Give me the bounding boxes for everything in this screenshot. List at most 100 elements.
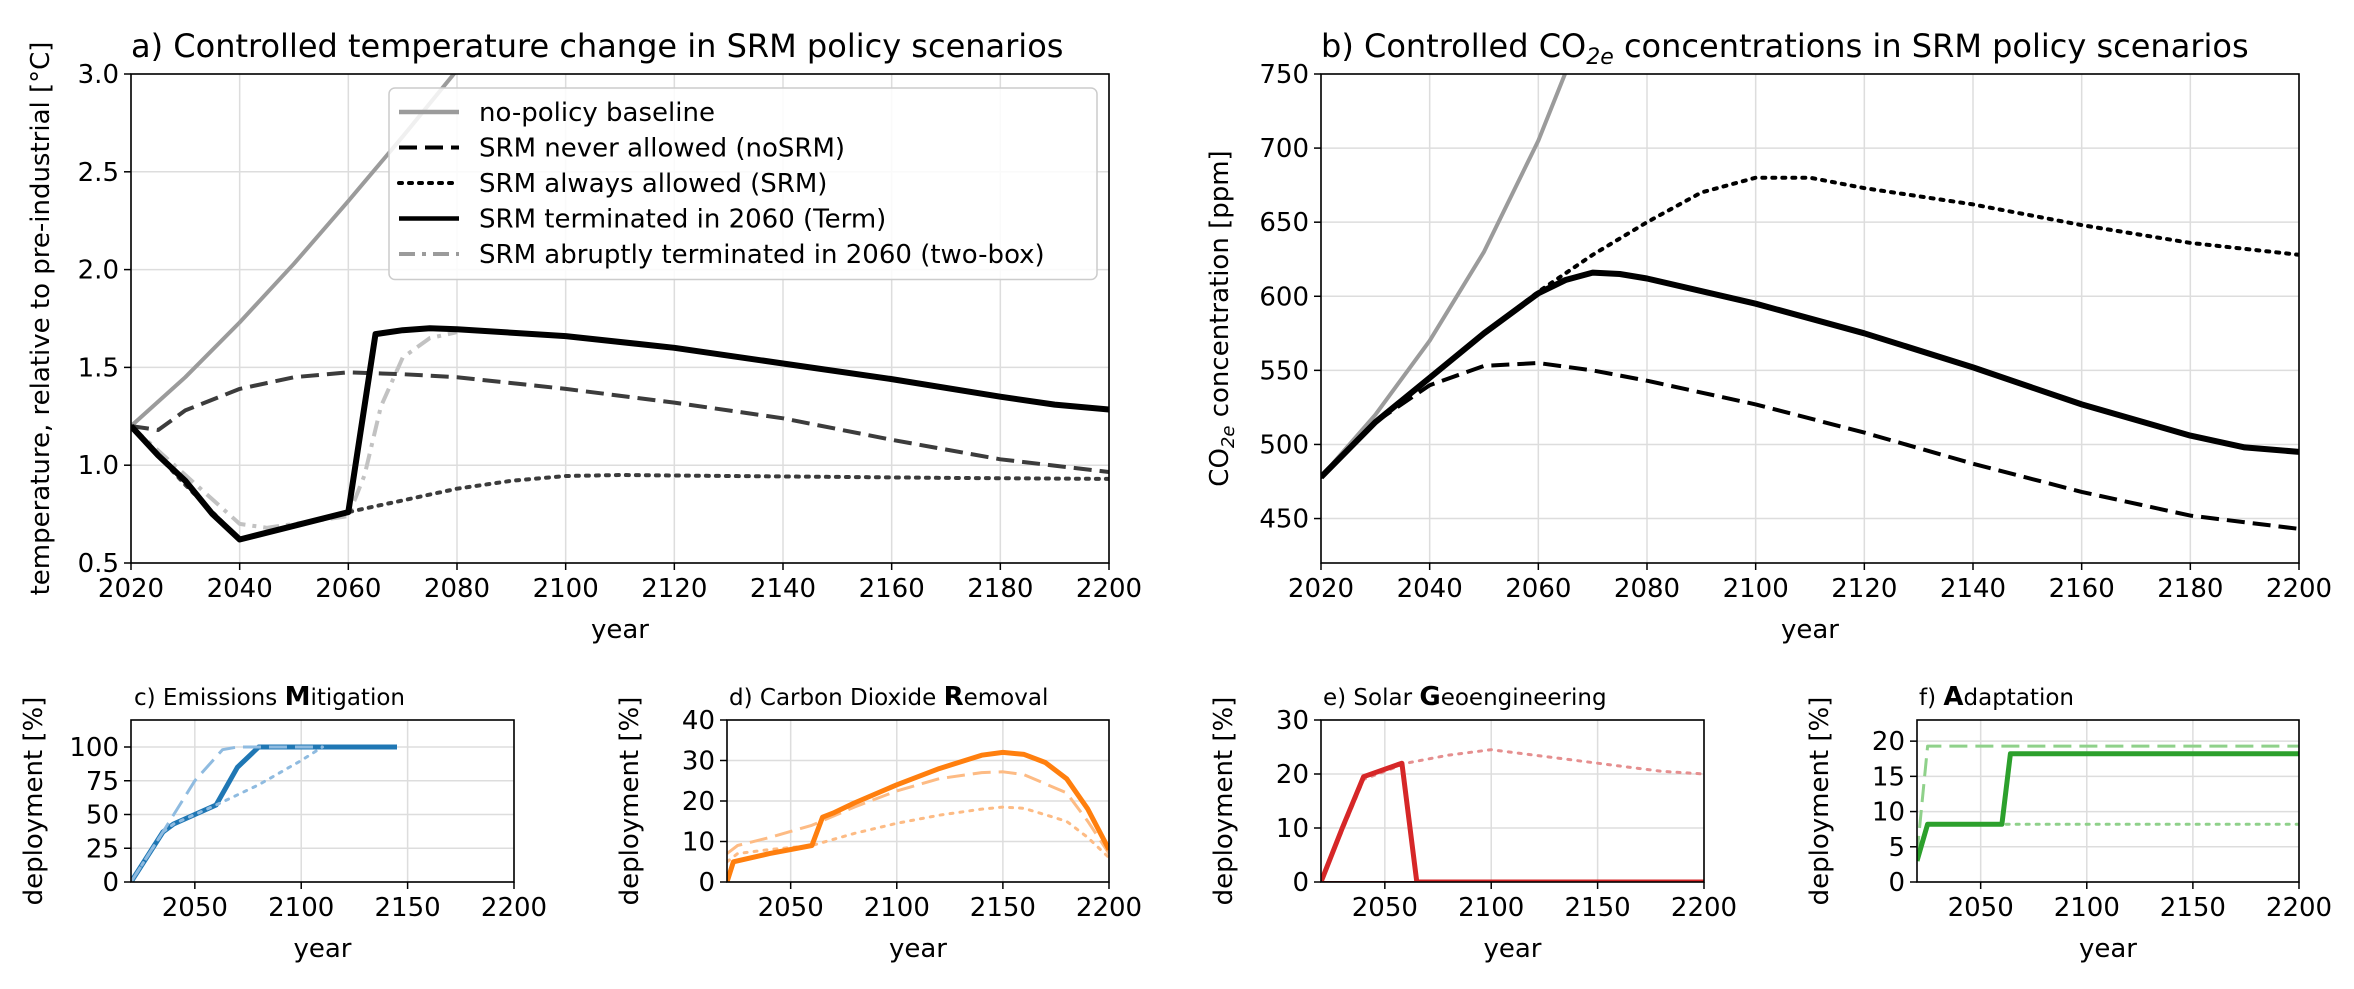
y-tick-label: 0 [698, 868, 715, 898]
y-axis-label: CO2e concentration [ppm] [1205, 150, 1239, 486]
x-tick-label: 2150 [375, 893, 441, 923]
x-tick-label: 2200 [1671, 893, 1737, 923]
x-axis-label: year [591, 615, 649, 645]
x-axis-label: year [1483, 934, 1541, 964]
x-tick-label: 2180 [2157, 574, 2223, 604]
x-tick-label: 2100 [1723, 574, 1789, 604]
x-tick-label: 2050 [162, 893, 228, 923]
y-tick-label: 650 [1259, 208, 1309, 238]
legend: no-policy baseline SRM never allowed (noS… [388, 87, 1098, 281]
x-tick-label: 2200 [481, 893, 547, 923]
y-tick-label: 750 [1259, 60, 1309, 90]
panel-title: b) Controlled CO2e concentrations in SRM… [1321, 27, 2249, 70]
x-tick-label: 2200 [2266, 893, 2332, 923]
y-tick-label: 50 [86, 801, 119, 831]
y-tick-label: 10 [682, 828, 715, 858]
series-line-d-2 [727, 749, 1109, 882]
panel-title: c) Emissions Mitigation [134, 682, 405, 712]
series-line-d-1 [727, 805, 1109, 864]
x-tick-label: 2120 [641, 574, 707, 604]
y-tick-label: 2.0 [78, 256, 119, 286]
y-tick-label: 20 [682, 787, 715, 817]
x-axis-label: year [293, 934, 351, 964]
panel-title: e) Solar Geoengineering [1323, 682, 1607, 712]
series-line-c-1 [131, 745, 323, 882]
y-tick-label: 450 [1259, 505, 1309, 535]
series-line-a-3 [131, 424, 1109, 542]
legend-label: SRM always allowed (SRM) [479, 169, 827, 199]
y-axis-label: deployment [%] [1209, 697, 1239, 906]
series-line-a-1 [131, 330, 458, 530]
panel-e: 2050 2100 2150 2200 0 10 20 30 year deployment [%… [1209, 682, 1737, 964]
x-tick-label: 2040 [207, 574, 273, 604]
y-tick-label: 20 [1872, 727, 1905, 757]
y-tick-label: 30 [682, 747, 715, 777]
y-tick-label: 0 [102, 868, 119, 898]
x-tick-label: 2100 [864, 893, 930, 923]
x-tick-label: 2120 [1831, 574, 1897, 604]
y-tick-label: 30 [1276, 706, 1309, 736]
panel-title: d) Carbon Dioxide Removal [729, 682, 1048, 712]
y-tick-label: 40 [682, 706, 715, 736]
y-tick-label: 0 [1292, 868, 1309, 898]
y-tick-label: 2.5 [78, 158, 119, 188]
y-tick-label: 5 [1888, 833, 1905, 863]
series-line-b-0 [1321, 74, 1568, 479]
x-tick-label: 2050 [758, 893, 824, 923]
series-line-a-4 [131, 325, 1109, 543]
y-axis-label: deployment [%] [615, 697, 645, 906]
x-tick-label: 2080 [1614, 574, 1680, 604]
x-axis-label: year [2079, 934, 2137, 964]
series-line-b-1 [1321, 361, 2299, 531]
y-axis-label: temperature, relative to pre-industrial … [26, 42, 56, 596]
y-axis-label: deployment [%] [19, 697, 49, 906]
x-tick-label: 2050 [1352, 893, 1418, 923]
panel-title: f) Adaptation [1919, 682, 2074, 712]
y-tick-label: 20 [1276, 760, 1309, 790]
y-tick-label: 10 [1276, 814, 1309, 844]
y-tick-label: 75 [86, 767, 119, 797]
axes-frame [1320, 73, 2300, 564]
x-tick-label: 2020 [1288, 574, 1354, 604]
x-axis-label: year [889, 934, 947, 964]
panel-f: 2050 2100 2150 2200 0 5 10 15 20 year deployment [… [1805, 682, 2332, 964]
x-tick-label: 2200 [1076, 893, 1142, 923]
x-tick-label: 2180 [967, 574, 1033, 604]
y-tick-label: 550 [1259, 356, 1309, 386]
x-tick-label: 2140 [1940, 574, 2006, 604]
series-line-f-0 [1917, 744, 2299, 854]
y-tick-label: 700 [1259, 134, 1309, 164]
y-tick-label: 0 [1888, 868, 1905, 898]
x-tick-label: 2080 [424, 574, 490, 604]
legend-label: SRM terminated in 2060 (Term) [479, 205, 886, 235]
x-tick-label: 2140 [750, 574, 816, 604]
axes-frame [130, 719, 515, 883]
y-tick-label: 25 [86, 834, 119, 864]
y-tick-label: 0.5 [78, 549, 119, 579]
series-line-b-3 [1321, 269, 2299, 480]
axes-frame [1320, 719, 1705, 883]
series-line-a-2 [131, 370, 1109, 474]
y-tick-label: 3.0 [78, 60, 119, 90]
series-line-c-2 [131, 745, 324, 882]
x-tick-label: 2150 [1565, 893, 1631, 923]
y-tick-label: 100 [69, 733, 119, 763]
y-tick-label: 1.0 [78, 451, 119, 481]
panel-a: 2020 2040 2060 2080 2100 2120 2140 2160 2180 2200… [26, 27, 1142, 645]
x-tick-label: 2150 [970, 893, 1036, 923]
x-axis-label: year [1781, 615, 1839, 645]
x-tick-label: 2040 [1397, 574, 1463, 604]
x-tick-label: 2100 [533, 574, 599, 604]
x-tick-label: 2050 [1948, 893, 2014, 923]
x-tick-label: 2160 [2049, 574, 2115, 604]
series-line-f-1 [1917, 822, 2299, 856]
x-tick-label: 2060 [1505, 574, 1571, 604]
x-tick-label: 2100 [2054, 893, 2120, 923]
y-axis-label: deployment [%] [1805, 697, 1835, 906]
x-tick-label: 2200 [2266, 574, 2332, 604]
y-tick-label: 1.5 [78, 353, 119, 383]
y-tick-label: 500 [1259, 430, 1309, 460]
legend-label: SRM never allowed (noSRM) [479, 134, 845, 164]
